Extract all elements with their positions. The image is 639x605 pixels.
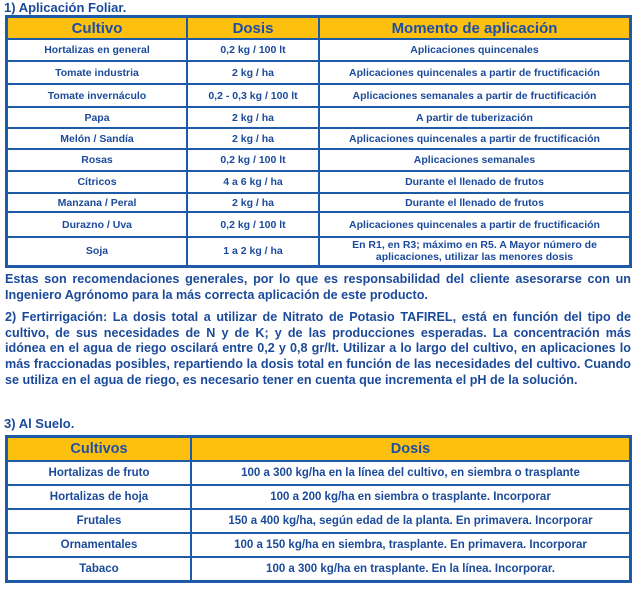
momento-cell: En R1, en R3; máximo en R5. A Mayor núme… <box>318 236 632 267</box>
dosis-cell: 4 a 6 kg / ha <box>186 170 320 194</box>
momento-cell: Aplicaciones quincenales a partir de fru… <box>318 127 632 150</box>
header-cultivos: Cultivos <box>5 435 192 462</box>
header-dosis: Dosis <box>186 15 320 40</box>
table-row: Tomate industria 2 kg / ha Aplicaciones qu… <box>5 60 632 85</box>
momento-cell: Aplicaciones quincenales <box>318 38 632 62</box>
table-row: Hortalizas en general 0,2 kg / 100 lt Apli… <box>5 38 632 62</box>
dosis-cell: 2 kg / ha <box>186 192 320 213</box>
momento-cell: Durante el llenado de frutos <box>318 170 632 194</box>
dosis-cell: 150 a 400 kg/ha, según edad de la planta… <box>190 508 632 534</box>
table-row: Tabaco 100 a 300 kg/ha en trasplante. En … <box>5 556 632 582</box>
cultivo-cell: Hortalizas de fruto <box>5 460 192 486</box>
table-row: Manzana / Peral 2 kg / ha Durante el llena… <box>5 192 632 213</box>
momento-cell: Aplicaciones semanales <box>318 148 632 172</box>
momento-cell: A partir de tuberización <box>318 106 632 129</box>
dosis-cell: 0,2 kg / 100 lt <box>186 211 320 238</box>
cultivo-cell: Ornamentales <box>5 532 192 558</box>
cultivo-cell: Melón / Sandía <box>5 127 188 150</box>
section1-title: 1) Aplicación Foliar. <box>4 0 127 15</box>
cultivo-cell: Manzana / Peral <box>5 192 188 213</box>
suelo-table: Cultivos Dosis Hortalizas de fruto 100 a … <box>5 435 632 583</box>
dosis-cell: 0,2 - 0,3 kg / 100 lt <box>186 83 320 108</box>
table-row: Ornamentales 100 a 150 kg/ha en siembra, … <box>5 532 632 558</box>
cultivo-cell: Frutales <box>5 508 192 534</box>
table-row: Papa 2 kg / ha A partir de tuberización <box>5 106 632 129</box>
momento-cell: Durante el llenado de frutos <box>318 192 632 213</box>
dosis-cell: 0,2 kg / 100 lt <box>186 148 320 172</box>
dosis-cell: 100 a 300 kg/ha en la línea del cultivo,… <box>190 460 632 486</box>
dosis-cell: 100 a 200 kg/ha en siembra o trasplante.… <box>190 484 632 510</box>
cultivo-cell: Durazno / Uva <box>5 211 188 238</box>
cultivo-cell: Cítricos <box>5 170 188 194</box>
cultivo-cell: Tomate industria <box>5 60 188 85</box>
header-momento: Momento de aplicación <box>318 15 632 40</box>
table-row: Hortalizas de fruto 100 a 300 kg/ha en la… <box>5 460 632 486</box>
table-row: Melón / Sandía 2 kg / ha Aplicaciones quin… <box>5 127 632 150</box>
table-header: Cultivo Dosis Momento de aplicación <box>5 15 632 40</box>
cultivo-cell: Hortalizas de hoja <box>5 484 192 510</box>
table-row: Frutales 150 a 400 kg/ha, según edad de l… <box>5 508 632 534</box>
dosis-cell: 2 kg / ha <box>186 106 320 129</box>
table-row: Hortalizas de hoja 100 a 200 kg/ha en sie… <box>5 484 632 510</box>
header-cultivo: Cultivo <box>5 15 188 40</box>
momento-cell: Aplicaciones semanales a partir de fruct… <box>318 83 632 108</box>
header-dosis: Dosis <box>190 435 632 462</box>
table-row: Cítricos 4 a 6 kg / ha Durante el llenado … <box>5 170 632 194</box>
section2-text: 2) Fertirrigación: La dosis total a util… <box>5 310 631 387</box>
dosis-cell: 1 a 2 kg / ha <box>186 236 320 267</box>
dosis-cell: 2 kg / ha <box>186 60 320 85</box>
table-row: Soja 1 a 2 kg / ha En R1, en R3; máximo en… <box>5 236 632 267</box>
table-row: Rosas 0,2 kg / 100 lt Aplicaciones semanal… <box>5 148 632 172</box>
momento-cell: Aplicaciones quincenales a partir de fru… <box>318 211 632 238</box>
cultivo-cell: Soja <box>5 236 188 267</box>
dosis-cell: 0,2 kg / 100 lt <box>186 38 320 62</box>
cultivo-cell: Tabaco <box>5 556 192 582</box>
momento-cell: Aplicaciones quincenales a partir de fru… <box>318 60 632 85</box>
cultivo-cell: Hortalizas en general <box>5 38 188 62</box>
section3-title: 3) Al Suelo. <box>4 416 75 431</box>
dosis-cell: 2 kg / ha <box>186 127 320 150</box>
table-row: Tomate invernáculo 0,2 - 0,3 kg / 100 lt A… <box>5 83 632 108</box>
cultivo-cell: Tomate invernáculo <box>5 83 188 108</box>
table-row: Durazno / Uva 0,2 kg / 100 lt Aplicaciones… <box>5 211 632 238</box>
dosis-cell: 100 a 150 kg/ha en siembra, trasplante. … <box>190 532 632 558</box>
cultivo-cell: Papa <box>5 106 188 129</box>
table-header: Cultivos Dosis <box>5 435 632 462</box>
foliar-table: Cultivo Dosis Momento de aplicación Hort… <box>5 15 632 268</box>
dosis-cell: 100 a 300 kg/ha en trasplante. En la lín… <box>190 556 632 582</box>
disclaimer-note: Estas son recomendaciones generales, por… <box>5 272 631 302</box>
cultivo-cell: Rosas <box>5 148 188 172</box>
